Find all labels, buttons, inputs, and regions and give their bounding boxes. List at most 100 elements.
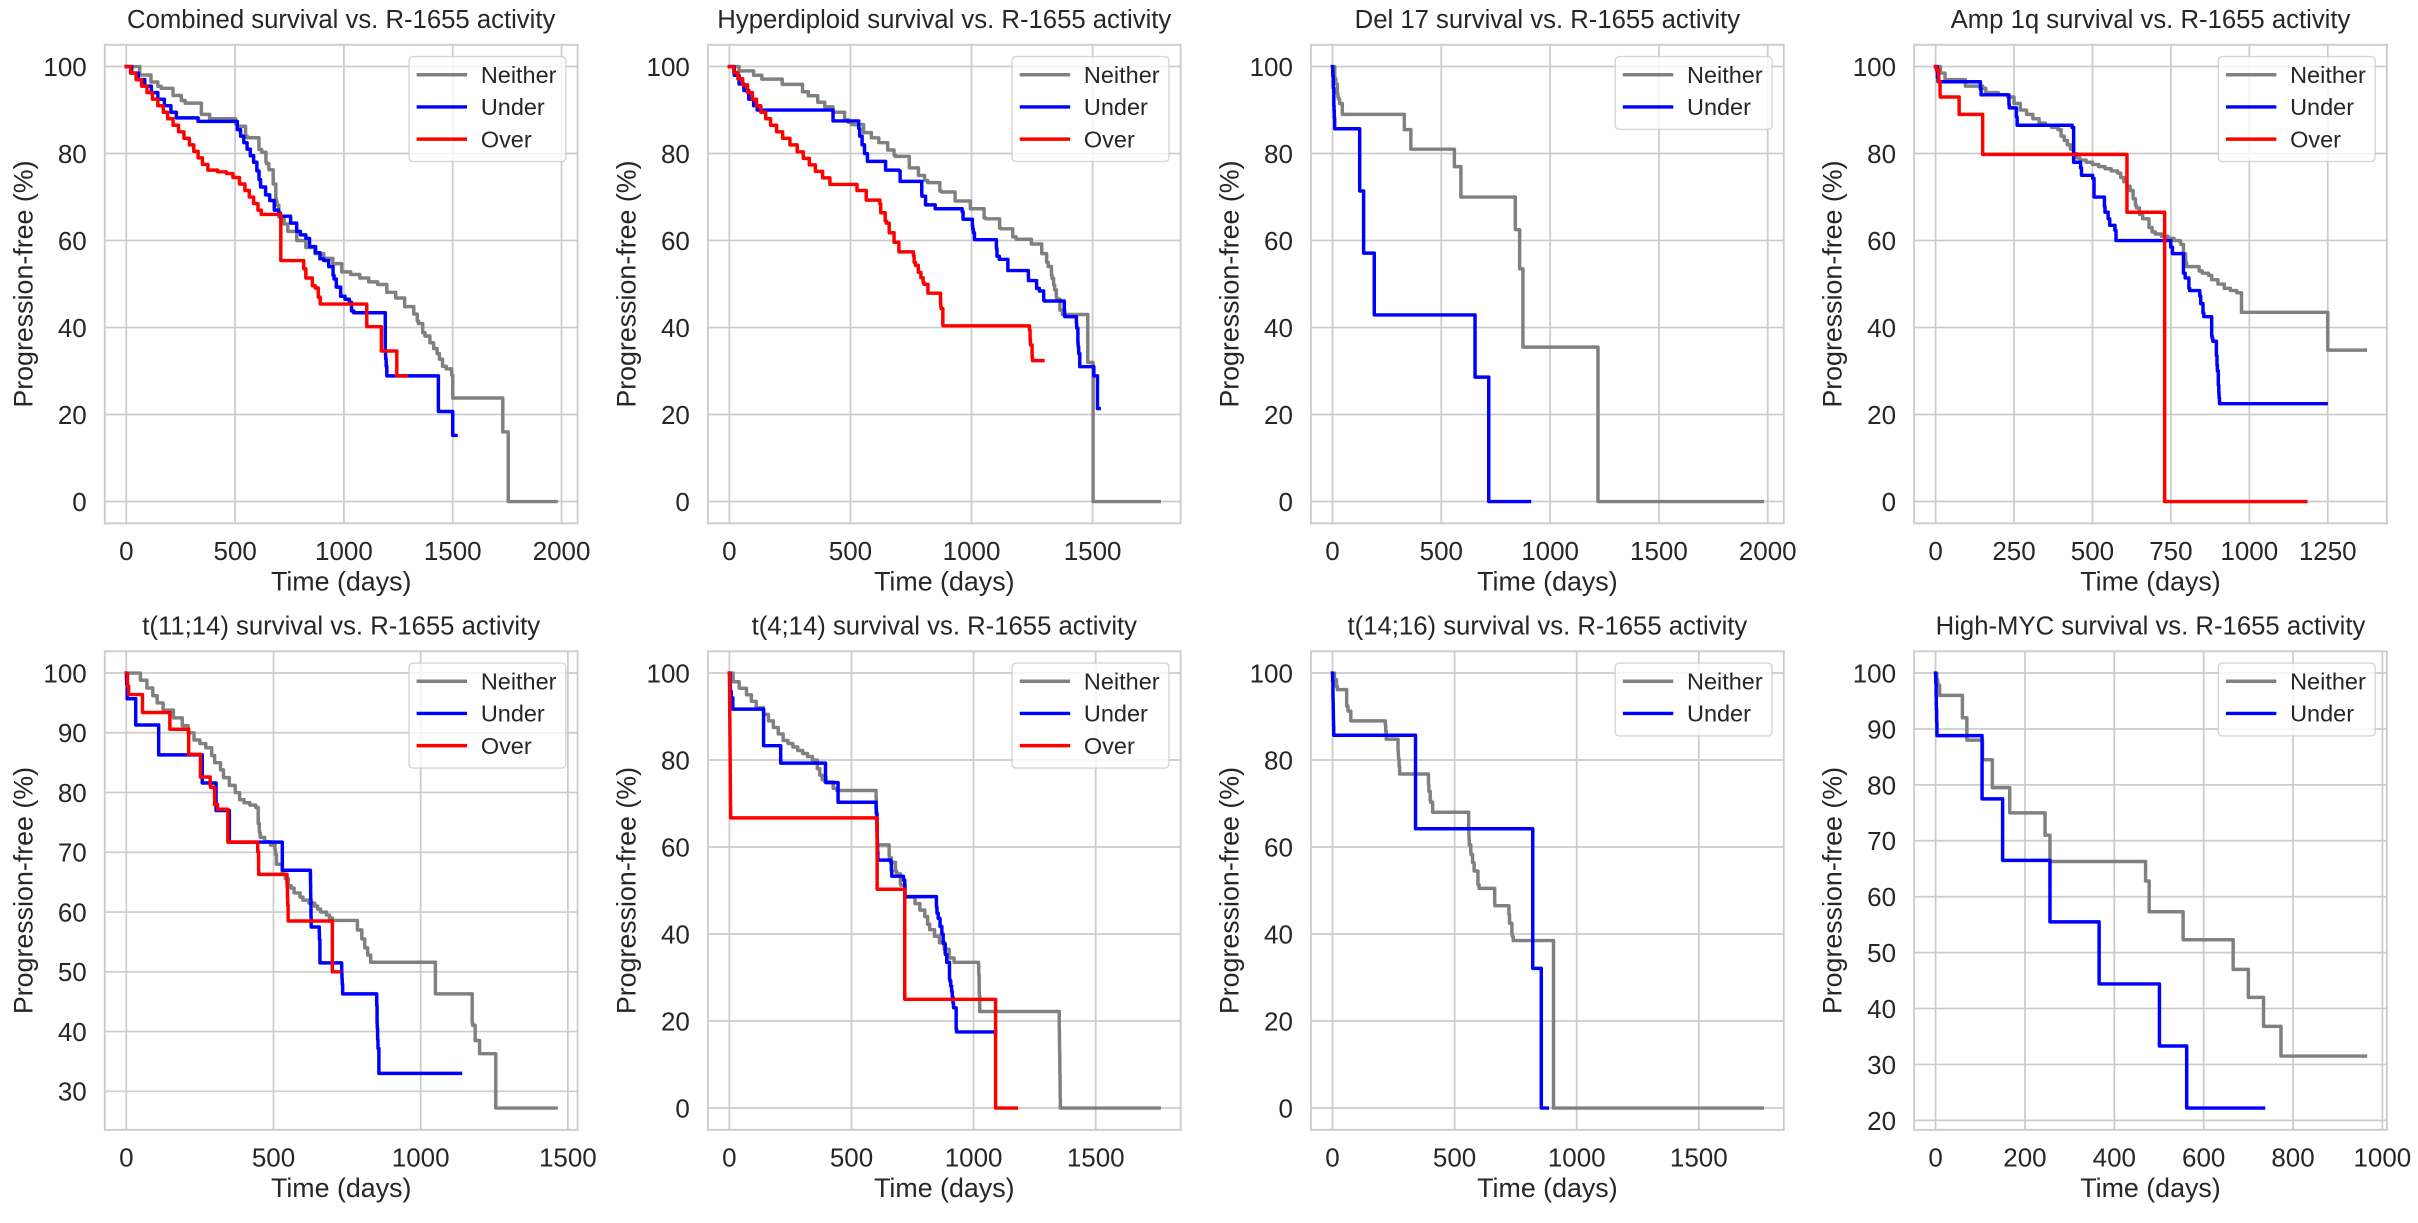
svg-text:Under: Under bbox=[1084, 94, 1148, 120]
svg-text:Progression-free (%): Progression-free (%) bbox=[1214, 160, 1244, 407]
svg-text:60: 60 bbox=[1264, 226, 1293, 256]
svg-text:Under: Under bbox=[2290, 701, 2354, 727]
svg-text:0: 0 bbox=[1325, 536, 1339, 566]
svg-text:20: 20 bbox=[1264, 400, 1293, 430]
svg-text:100: 100 bbox=[43, 658, 86, 688]
svg-text:1000: 1000 bbox=[943, 536, 1001, 566]
svg-text:Time (days): Time (days) bbox=[874, 1173, 1014, 1203]
svg-text:20: 20 bbox=[661, 400, 690, 430]
svg-text:2000: 2000 bbox=[533, 536, 591, 566]
svg-text:40: 40 bbox=[58, 1017, 87, 1047]
svg-text:600: 600 bbox=[2182, 1143, 2225, 1173]
svg-text:Under: Under bbox=[481, 94, 545, 120]
svg-text:90: 90 bbox=[58, 718, 87, 748]
svg-text:20: 20 bbox=[1264, 1006, 1293, 1036]
svg-text:200: 200 bbox=[2003, 1143, 2046, 1173]
svg-text:1500: 1500 bbox=[1670, 1143, 1728, 1173]
svg-text:1500: 1500 bbox=[424, 536, 482, 566]
svg-text:1500: 1500 bbox=[539, 1143, 597, 1173]
svg-text:0: 0 bbox=[1278, 487, 1292, 517]
svg-text:Combined survival vs. R-1655 a: Combined survival vs. R-1655 activity bbox=[127, 6, 555, 34]
svg-text:0: 0 bbox=[1325, 1143, 1339, 1173]
svg-text:500: 500 bbox=[2071, 536, 2114, 566]
svg-text:0: 0 bbox=[119, 536, 133, 566]
svg-text:Under: Under bbox=[1687, 701, 1751, 727]
svg-text:Progression-free (%): Progression-free (%) bbox=[8, 767, 38, 1014]
svg-text:500: 500 bbox=[829, 536, 872, 566]
svg-text:Time (days): Time (days) bbox=[1477, 567, 1617, 597]
svg-text:t(11;14) survival vs. R-1655 a: t(11;14) survival vs. R-1655 activity bbox=[142, 613, 540, 641]
svg-text:Over: Over bbox=[481, 733, 532, 759]
svg-text:0: 0 bbox=[675, 1093, 689, 1123]
svg-text:0: 0 bbox=[1928, 536, 1942, 566]
svg-text:1000: 1000 bbox=[1521, 536, 1579, 566]
svg-text:Over: Over bbox=[1084, 733, 1135, 759]
svg-text:Neither: Neither bbox=[1687, 62, 1763, 88]
svg-text:Neither: Neither bbox=[2290, 668, 2366, 694]
svg-text:80: 80 bbox=[1867, 139, 1896, 169]
svg-text:1000: 1000 bbox=[2353, 1143, 2411, 1173]
svg-text:Progression-free (%): Progression-free (%) bbox=[8, 160, 38, 407]
svg-text:500: 500 bbox=[830, 1143, 873, 1173]
svg-text:1500: 1500 bbox=[1630, 536, 1688, 566]
svg-text:60: 60 bbox=[58, 226, 87, 256]
svg-text:40: 40 bbox=[661, 313, 690, 343]
svg-text:400: 400 bbox=[2093, 1143, 2136, 1173]
svg-text:Progression-free (%): Progression-free (%) bbox=[1818, 160, 1848, 407]
svg-text:500: 500 bbox=[252, 1143, 295, 1173]
svg-text:2000: 2000 bbox=[1739, 536, 1797, 566]
svg-text:Over: Over bbox=[481, 126, 532, 152]
svg-text:Neither: Neither bbox=[2290, 62, 2366, 88]
svg-text:Time (days): Time (days) bbox=[1477, 1173, 1617, 1203]
svg-text:60: 60 bbox=[661, 226, 690, 256]
svg-text:Time (days): Time (days) bbox=[2080, 567, 2220, 597]
svg-text:Progression-free (%): Progression-free (%) bbox=[611, 767, 641, 1014]
svg-text:Amp 1q survival vs. R-1655 act: Amp 1q survival vs. R-1655 activity bbox=[1951, 6, 2351, 34]
svg-text:1500: 1500 bbox=[1064, 536, 1122, 566]
svg-text:1250: 1250 bbox=[2299, 536, 2357, 566]
svg-text:50: 50 bbox=[58, 957, 87, 987]
svg-text:Del 17 survival vs. R-1655 act: Del 17 survival vs. R-1655 activity bbox=[1355, 6, 1741, 34]
svg-text:Time (days): Time (days) bbox=[271, 567, 411, 597]
svg-text:100: 100 bbox=[43, 52, 86, 82]
svg-text:70: 70 bbox=[1867, 826, 1896, 856]
svg-text:80: 80 bbox=[58, 139, 87, 169]
svg-text:40: 40 bbox=[1867, 994, 1896, 1024]
svg-text:60: 60 bbox=[58, 897, 87, 927]
svg-text:40: 40 bbox=[1867, 313, 1896, 343]
svg-text:60: 60 bbox=[1867, 226, 1896, 256]
svg-text:1500: 1500 bbox=[1067, 1143, 1125, 1173]
svg-text:500: 500 bbox=[213, 536, 256, 566]
svg-text:Over: Over bbox=[1084, 126, 1135, 152]
svg-text:20: 20 bbox=[661, 1006, 690, 1036]
svg-text:Neither: Neither bbox=[481, 668, 557, 694]
svg-text:Neither: Neither bbox=[481, 62, 557, 88]
svg-text:20: 20 bbox=[58, 400, 87, 430]
svg-text:100: 100 bbox=[647, 52, 690, 82]
svg-text:100: 100 bbox=[647, 658, 690, 688]
svg-text:Hyperdiploid survival vs. R-16: Hyperdiploid survival vs. R-1655 activit… bbox=[717, 6, 1171, 34]
svg-text:1000: 1000 bbox=[1548, 1143, 1606, 1173]
svg-text:Neither: Neither bbox=[1084, 668, 1160, 694]
svg-text:Under: Under bbox=[1084, 701, 1148, 727]
svg-text:60: 60 bbox=[1264, 832, 1293, 862]
svg-text:80: 80 bbox=[661, 745, 690, 775]
svg-text:70: 70 bbox=[58, 838, 87, 868]
svg-text:100: 100 bbox=[1853, 52, 1896, 82]
svg-text:250: 250 bbox=[1992, 536, 2035, 566]
svg-text:1000: 1000 bbox=[945, 1143, 1003, 1173]
svg-text:t(4;14) survival vs. R-1655 ac: t(4;14) survival vs. R-1655 activity bbox=[752, 613, 1138, 641]
svg-text:60: 60 bbox=[661, 832, 690, 862]
svg-text:0: 0 bbox=[1882, 487, 1896, 517]
svg-text:Progression-free (%): Progression-free (%) bbox=[1818, 767, 1848, 1014]
svg-text:Under: Under bbox=[1687, 94, 1751, 120]
svg-text:30: 30 bbox=[1867, 1050, 1896, 1080]
svg-text:100: 100 bbox=[1250, 52, 1293, 82]
svg-text:0: 0 bbox=[675, 487, 689, 517]
svg-text:800: 800 bbox=[2271, 1143, 2314, 1173]
svg-text:Progression-free (%): Progression-free (%) bbox=[611, 160, 641, 407]
svg-text:Time (days): Time (days) bbox=[874, 567, 1014, 597]
svg-text:0: 0 bbox=[119, 1143, 133, 1173]
svg-text:Progression-free (%): Progression-free (%) bbox=[1214, 767, 1244, 1014]
svg-text:0: 0 bbox=[72, 487, 86, 517]
